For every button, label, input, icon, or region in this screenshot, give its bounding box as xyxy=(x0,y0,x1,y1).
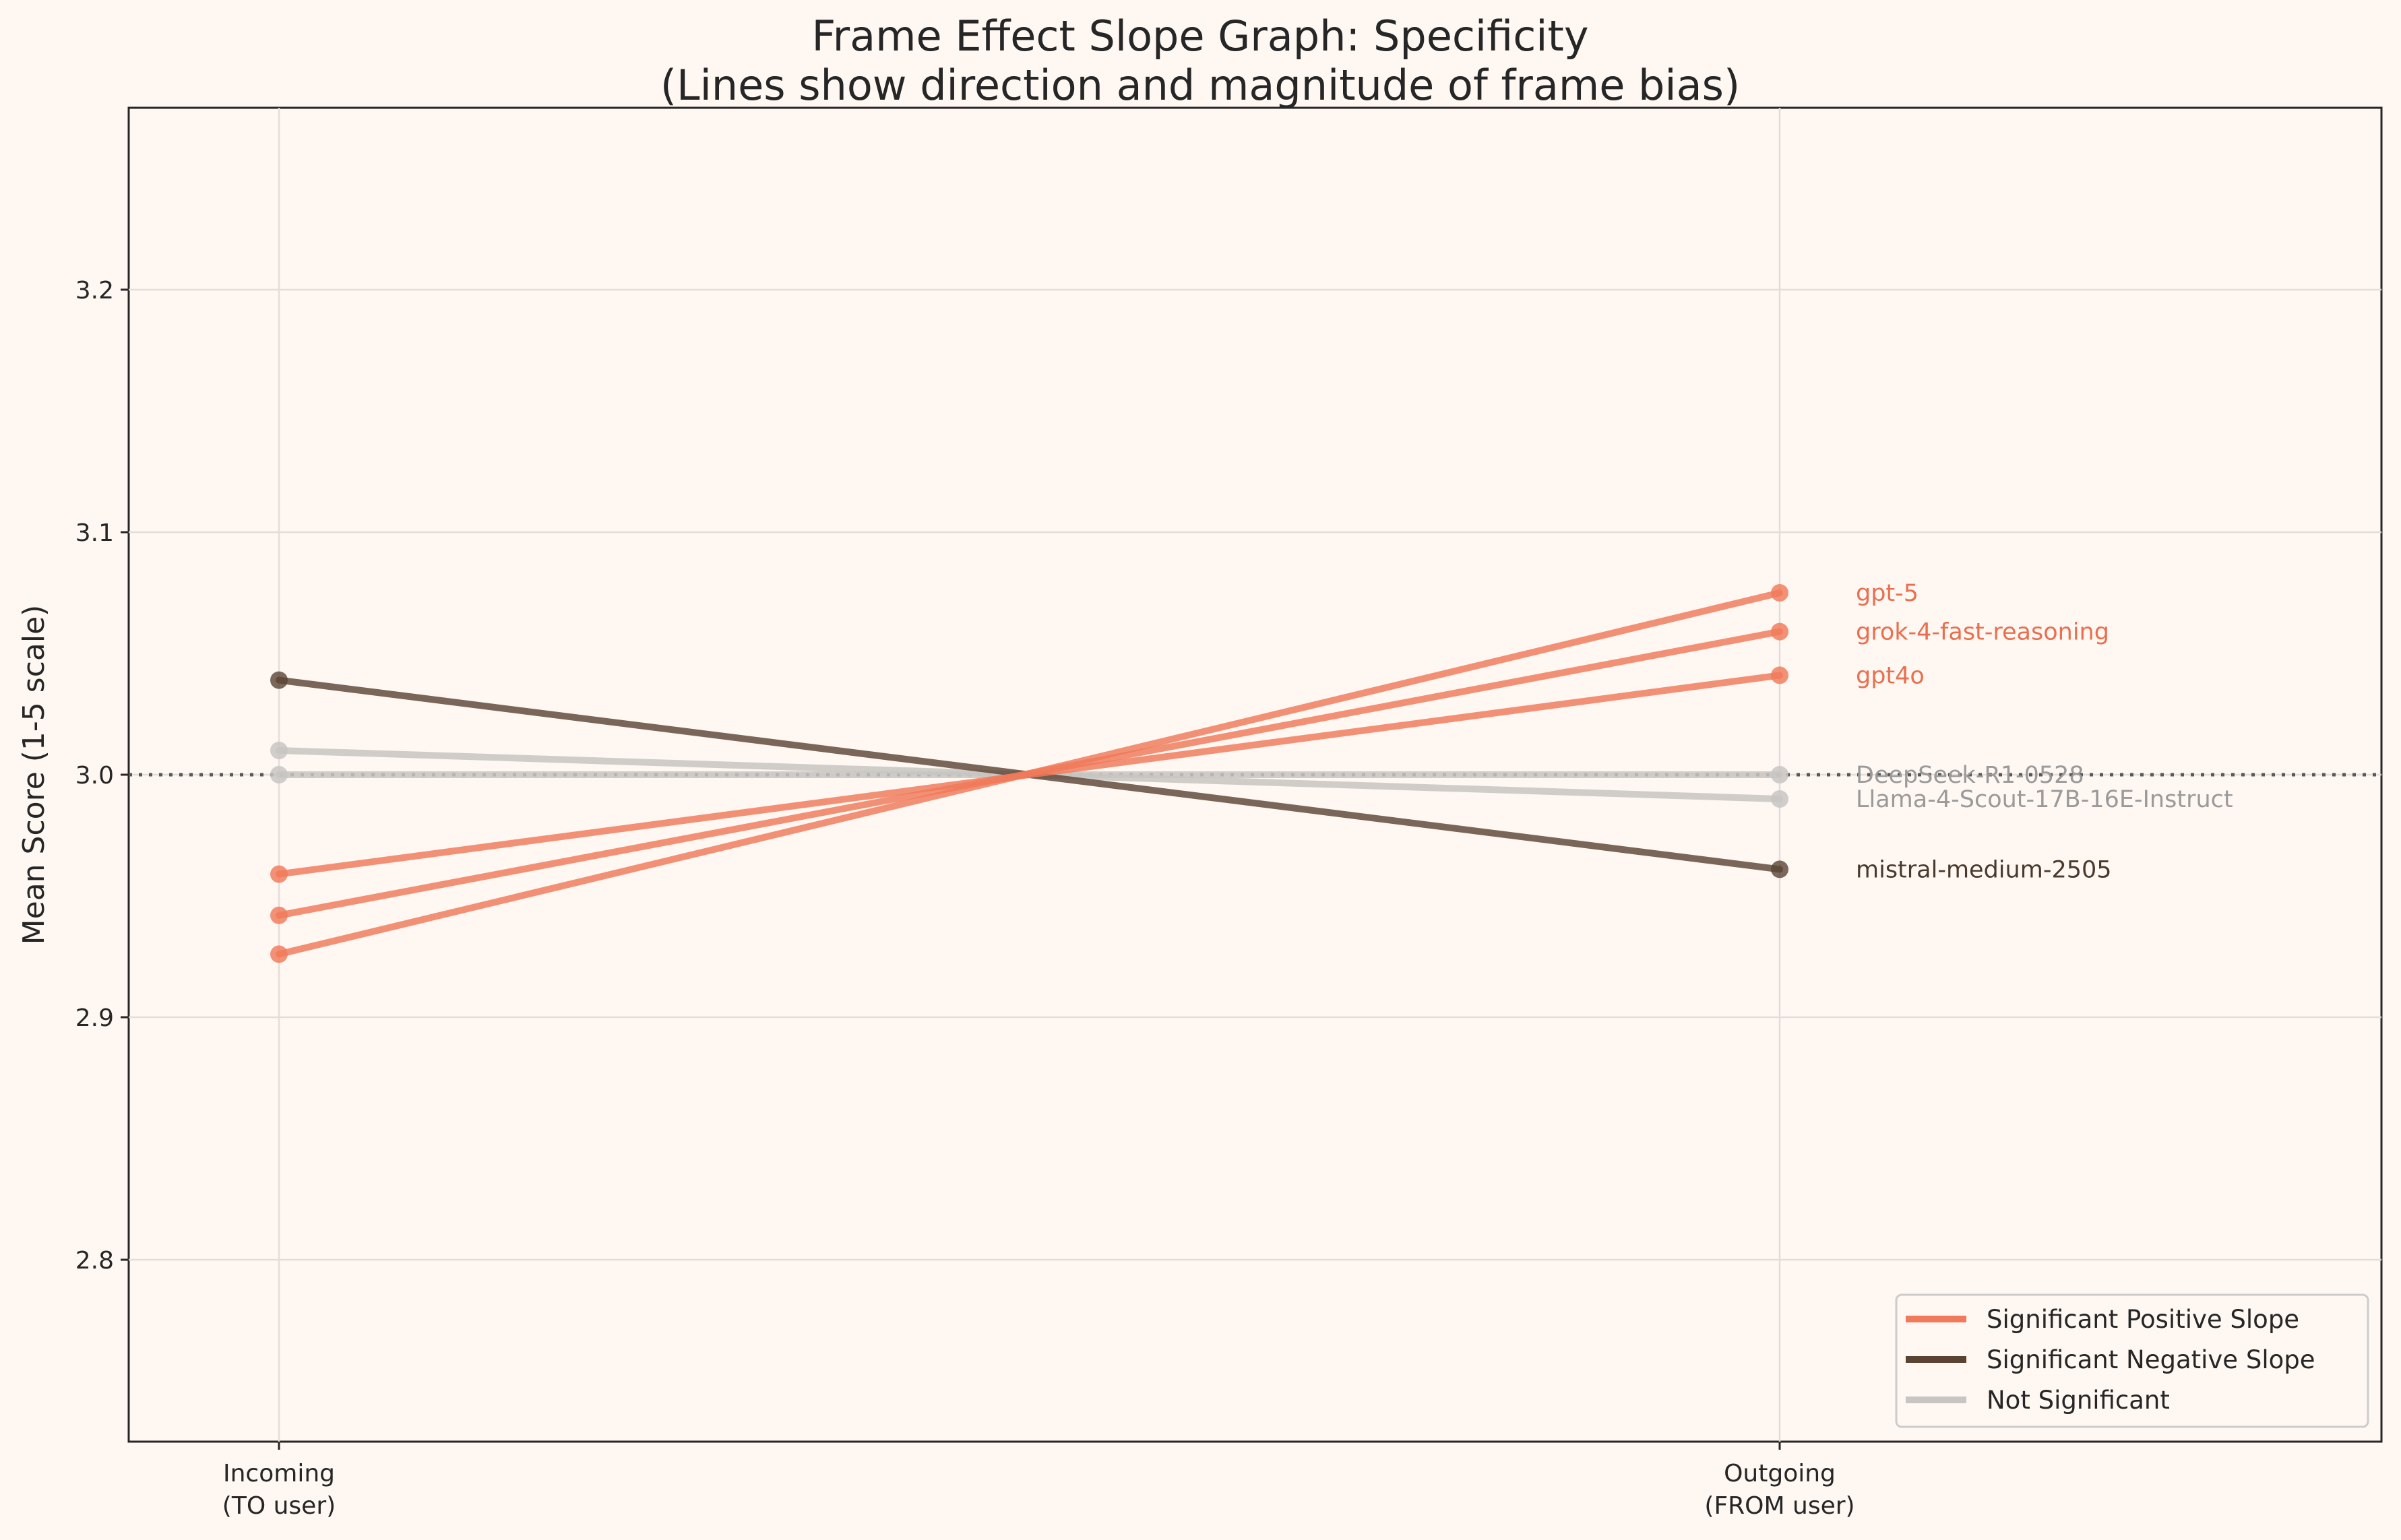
x-tick-label-line-2: (TO user) xyxy=(222,1492,336,1520)
end-labels: gpt-5 grok-4-fast-reasoning gpt4o DeepSeek-… xyxy=(1856,580,2233,883)
x-tick-label-line-2: (FROM user) xyxy=(1704,1492,1854,1520)
series-group xyxy=(270,584,1788,963)
end-label-gpt4o: gpt4o xyxy=(1856,662,1925,689)
y-tick-label: 2.9 xyxy=(75,1004,114,1032)
legend-label-not_significant: Not Significant xyxy=(1987,1386,2170,1415)
legend-label-negative: Significant Negative Slope xyxy=(1987,1345,2315,1374)
point-incoming-DeepSeek-R1-0528 xyxy=(270,766,288,783)
end-label-DeepSeek-R1-0528: DeepSeek-R1-0528 xyxy=(1856,762,2084,789)
end-label-mistral-medium-2505: mistral-medium-2505 xyxy=(1856,856,2112,883)
point-outgoing-gpt4o xyxy=(1771,666,1788,684)
y-axis-label: Mean Score (1-5 scale) xyxy=(17,605,51,945)
end-label-grok-4-fast-reasoning: grok-4-fast-reasoning xyxy=(1856,619,2109,646)
legend-box xyxy=(1895,1293,2369,1428)
chart-title-line-2: (Lines show direction and magnitude of f… xyxy=(660,61,1740,110)
y-tick-label: 3.1 xyxy=(75,519,114,547)
point-incoming-gpt-5 xyxy=(270,945,288,963)
x-axis: Incoming (TO user) Outgoing (FROM user) xyxy=(222,1442,1855,1520)
series-line-gpt4o xyxy=(276,672,1783,878)
point-incoming-mistral-medium-2505 xyxy=(270,671,288,689)
x-tick-label-line-1: Incoming xyxy=(223,1460,335,1487)
point-incoming-grok-4-fast-reasoning xyxy=(270,906,288,924)
point-outgoing-DeepSeek-R1-0528 xyxy=(1771,766,1788,783)
legend-label-positive: Significant Positive Slope xyxy=(1987,1305,2299,1334)
x-tick-label-line-1: Outgoing xyxy=(1724,1460,1836,1487)
end-label-Llama-4-Scout-17B-16E-Instruct: Llama-4-Scout-17B-16E-Instruct xyxy=(1856,786,2233,813)
point-incoming-gpt4o xyxy=(270,865,288,883)
y-axis: 2.8 2.9 3.0 3.1 3.2 xyxy=(75,277,129,1275)
end-label-gpt-5: gpt-5 xyxy=(1856,580,1919,607)
point-outgoing-mistral-medium-2505 xyxy=(1771,860,1788,878)
point-outgoing-gpt-5 xyxy=(1771,584,1788,602)
point-outgoing-Llama-4-Scout-17B-16E-Instruct xyxy=(1771,790,1788,808)
y-tick-label: 3.0 xyxy=(75,762,114,790)
y-tick-label: 2.8 xyxy=(75,1247,114,1275)
y-tick-label: 3.2 xyxy=(75,277,114,304)
chart-title-line-1: Frame Effect Slope Graph: Specificity xyxy=(811,11,1588,61)
legend: Significant Positive Slope Significant Ne… xyxy=(1895,1293,2369,1428)
point-outgoing-grok-4-fast-reasoning xyxy=(1771,622,1788,641)
point-incoming-Llama-4-Scout-17B-16E-Instruct xyxy=(270,742,288,759)
